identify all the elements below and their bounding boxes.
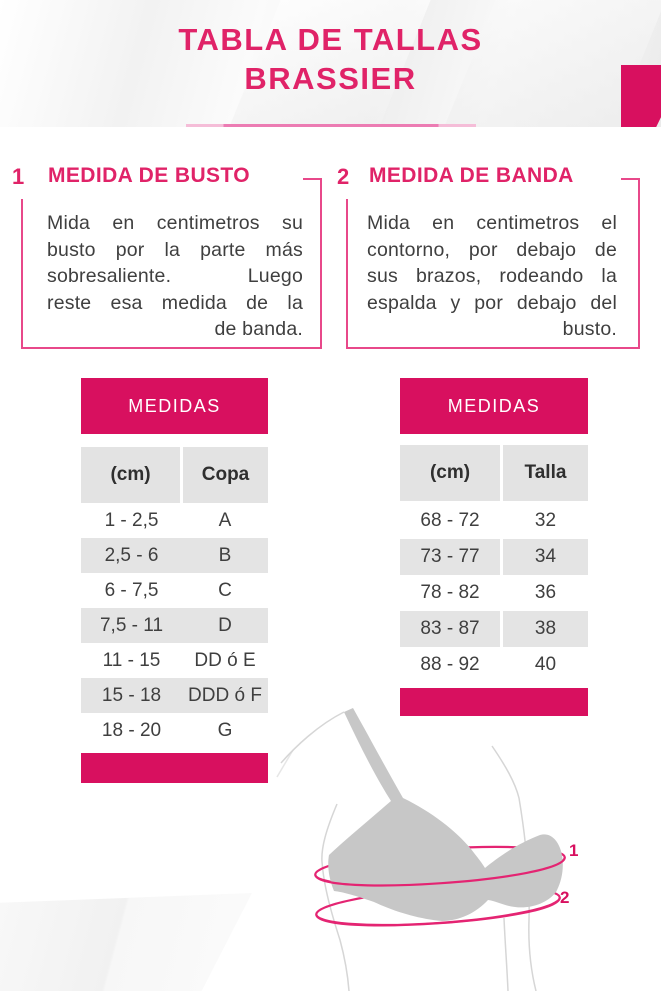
column-divider [500, 503, 503, 539]
column-divider [180, 447, 183, 503]
cup-size-table: MEDIDAS (cm) Copa 1 - 2,5 A 2,5 - 6 B 6 … [81, 378, 268, 783]
cup-table-header-row: (cm) Copa [81, 447, 268, 503]
band-description: Mida en centimetros el contorno, por deb… [367, 212, 617, 340]
bra-measurement-illustration: 1 2 [276, 708, 578, 991]
page-title: TABLA DE TALLAS [178, 22, 483, 57]
bust-description: Mida en centimetros su busto por la part… [47, 212, 303, 340]
bust-frame-right [320, 178, 322, 349]
band-frame-dash [621, 178, 640, 180]
bust-frame-bottom [21, 347, 322, 349]
band-tape-front-arc [315, 897, 561, 927]
col-header-cm: (cm) [400, 445, 500, 501]
corner-accent-shape [621, 65, 661, 127]
band-size-table: MEDIDAS (cm) Talla 68 - 72 32 73 - 77 34… [400, 378, 588, 718]
cup-table-footer-bar [81, 753, 268, 783]
shoulder-line [280, 711, 345, 764]
bra-shape [328, 708, 563, 921]
table-row: 18 - 20 G [101, 719, 233, 741]
bust-frame-left [21, 199, 23, 349]
section-heading-bust: MEDIDA DE BUSTO [48, 164, 251, 187]
table-row: 88 - 92 40 [400, 647, 588, 683]
cup-table-title: MEDIDAS [81, 378, 268, 434]
table-row: 2,5 - 6 B [81, 538, 268, 573]
column-divider [500, 647, 503, 683]
section-number-band: 2 [337, 164, 350, 189]
band-frame-right [638, 178, 640, 349]
bust-tape-front-arc [314, 856, 566, 887]
page-subtitle: BRASSIER [244, 61, 417, 96]
band-frame-bottom [346, 347, 640, 349]
deco-diagonal-line [276, 749, 294, 778]
col-header-cm: (cm) [81, 447, 180, 503]
table-row: 68 - 72 32 [400, 503, 588, 539]
band-measure-label: 2 [560, 888, 569, 907]
column-divider [500, 539, 503, 575]
column-divider [500, 575, 503, 611]
table-row: 78 - 82 36 [400, 575, 588, 611]
header-background [0, 0, 661, 127]
section-heading-band: MEDIDA DE BANDA [369, 164, 574, 187]
table-row: 6 - 7,5 C [104, 579, 232, 601]
band-table-title: MEDIDAS [400, 378, 588, 434]
table-row: 73 - 77 34 [400, 539, 588, 575]
front-torso-line [321, 803, 350, 991]
title-underline [186, 124, 476, 127]
table-row: 11 - 15 DD ó E [102, 649, 256, 671]
band-table-header-row: (cm) Talla [400, 445, 588, 501]
bust-measure-label: 1 [569, 841, 578, 860]
col-header-talla: Talla [503, 445, 588, 501]
table-row: 1 - 2,5 A [104, 509, 232, 531]
back-inner-line [503, 917, 509, 991]
column-divider [500, 445, 503, 501]
band-frame-left [346, 199, 348, 349]
bottom-left-deco-shape [0, 893, 252, 991]
col-header-copa: Copa [183, 447, 268, 503]
table-row: 83 - 87 38 [400, 611, 588, 647]
band-table-footer-bar [400, 688, 588, 716]
table-row: 7,5 - 11 D [81, 608, 268, 643]
column-divider [500, 611, 503, 647]
table-row: 15 - 18 DDD ó F [81, 678, 268, 713]
section-number-bust: 1 [12, 164, 25, 189]
bust-frame-dash [303, 178, 322, 180]
